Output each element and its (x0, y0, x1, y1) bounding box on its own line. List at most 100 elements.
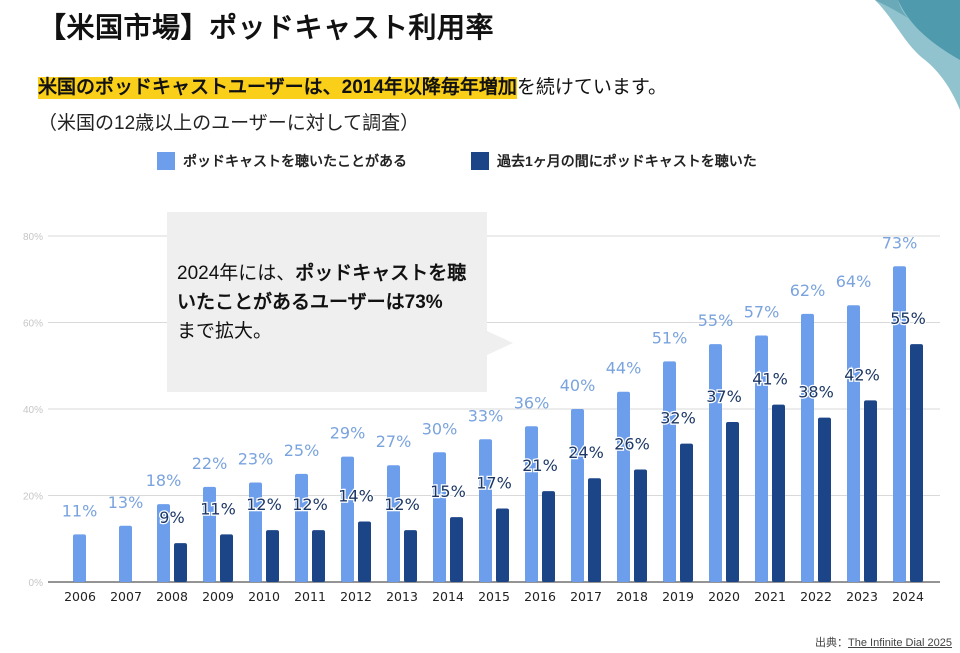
callout-text-intro: 2024年には、 (177, 263, 296, 284)
x-tick-label: 2022 (800, 589, 832, 604)
bar-ever-listened (119, 525, 132, 582)
data-label-monthly: 11% (200, 499, 236, 518)
data-label-ever-listened: 33% (468, 406, 504, 425)
bar-ever-listened (663, 361, 676, 582)
bar-ever-listened (571, 409, 584, 582)
data-label-ever-listened: 62% (790, 281, 826, 300)
legend-label: 過去1ヶ月の間にポッドキャストを聴いた (497, 153, 757, 169)
data-label-ever-listened: 22% (192, 454, 228, 473)
data-label-ever-listened: 44% (606, 359, 642, 378)
x-tick-label: 2017 (570, 589, 602, 604)
data-label-monthly: 17% (476, 473, 512, 492)
corner-decoration (875, 0, 960, 110)
data-label-ever-listened: 36% (514, 393, 550, 412)
data-label-ever-listened: 51% (652, 328, 688, 347)
data-label-monthly: 32% (660, 409, 696, 428)
x-tick-labels: 2006 2007 2008 2009 2010 2011 2012 2013 2014 2015… (64, 589, 924, 604)
data-label-monthly: 37% (706, 387, 742, 406)
x-tick-label: 2009 (202, 589, 234, 604)
data-label-ever-listened: 55% (698, 311, 734, 330)
bar-monthly (266, 530, 279, 582)
bar-ever-listened (387, 465, 400, 582)
x-tick-label: 2019 (662, 589, 694, 604)
y-tick-label: 20% (23, 492, 43, 503)
bar-monthly (312, 530, 325, 582)
y-tick-label: 40% (23, 405, 43, 416)
x-tick-label: 2012 (340, 589, 372, 604)
bar-monthly (680, 443, 693, 582)
bar-ever-listened (525, 426, 538, 582)
bar-monthly (864, 400, 877, 582)
x-tick-label: 2015 (478, 589, 510, 604)
data-label-ever-listened: 13% (108, 493, 144, 512)
bar-monthly (174, 543, 187, 582)
data-label-monthly: 38% (798, 383, 834, 402)
bar-chart: 11% 13%18% 22% 23% 25% 29% 27% 30% 33% 36% 40% 44% 5… (23, 232, 940, 604)
bar-ever-listened (73, 534, 86, 582)
decor-wave-dark (898, 0, 960, 60)
data-label-monthly: 26% (614, 435, 650, 454)
bar-ever-listened (433, 452, 446, 582)
data-label-ever-listened: 64% (836, 272, 872, 291)
bar-monthly (726, 421, 739, 582)
legend-swatch-light (157, 152, 175, 170)
y-tick-label: 80% (23, 232, 43, 243)
y-tick-labels: 0% 20% 40% 60% 80% (23, 232, 43, 589)
legend-item-ever-listened: ポッドキャストを聴いたことがある (157, 151, 407, 171)
bar-ever-listened (755, 335, 768, 582)
x-tick-label: 2013 (386, 589, 418, 604)
subtitle-note: （米国の12歳以上のユーザーに対して調査） (38, 113, 420, 134)
x-tick-label: 2020 (708, 589, 740, 604)
bar-monthly (496, 508, 509, 582)
x-tick-label: 2006 (64, 589, 96, 604)
callout-box (167, 212, 487, 392)
legend-label: ポッドキャストを聴いたことがある (183, 153, 407, 169)
callout-text-bold: ポッドキャストを聴いたことがあるユーザーは73% (177, 263, 467, 313)
x-tick-label: 2011 (294, 589, 326, 604)
bar-monthly (220, 534, 233, 582)
bar-ever-listened (617, 391, 630, 582)
bar-monthly (910, 344, 923, 582)
x-tick-label: 2024 (892, 589, 924, 604)
callout: 2024年には、ポッドキャストを聴いたことがあるユーザーは73% まで拡大。 (167, 212, 513, 392)
y-tick-label: 0% (29, 578, 44, 589)
bar-monthly (358, 521, 371, 582)
x-tick-label: 2014 (432, 589, 464, 604)
data-label-ever-listened: 73% (882, 233, 918, 252)
legend-swatch-dark (471, 152, 489, 170)
bar-monthly (588, 478, 601, 582)
bar-ever-listened (295, 473, 308, 582)
bar-ever-listened (479, 439, 492, 582)
page-title: 【米国市場】ポッドキャスト利用率 (38, 12, 495, 43)
bars (73, 266, 923, 582)
bar-ever-listened (341, 456, 354, 582)
bar-ever-listened (893, 266, 906, 582)
data-label-ever-listened: 18% (146, 471, 182, 490)
data-labels: 11% 13%18% 22% 23% 25% 29% 27% 30% 33% 36% 40% 44% 5… (62, 233, 927, 528)
data-label-ever-listened: 30% (422, 419, 458, 438)
data-label-monthly: 14% (338, 486, 374, 505)
data-label-monthly: 21% (522, 456, 558, 475)
data-label-monthly: 15% (430, 482, 466, 501)
data-label-ever-listened: 11% (62, 501, 98, 520)
source-label: 出典： (815, 637, 849, 649)
data-label-monthly: 12% (246, 495, 282, 514)
source-link[interactable]: The Infinite Dial 2025 (848, 637, 952, 649)
subtitle: 米国のポッドキャストユーザーは、2014年以降毎年増加を続けています。 (38, 72, 667, 99)
data-label-monthly: 9% (159, 508, 184, 527)
data-label-ever-listened: 25% (284, 441, 320, 460)
x-tick-label: 2023 (846, 589, 878, 604)
subtitle-highlight: 米国のポッドキャストユーザーは、2014年以降毎年増加 (38, 77, 517, 99)
data-label-monthly: 12% (292, 495, 328, 514)
data-label-monthly: 42% (844, 365, 880, 384)
data-label-ever-listened: 27% (376, 432, 412, 451)
decor-wave-edge (875, 0, 908, 18)
bar-monthly (450, 517, 463, 582)
bar-ever-listened (249, 482, 262, 582)
data-label-monthly: 55% (890, 309, 926, 328)
bar-monthly (818, 417, 831, 582)
x-tick-label: 2007 (110, 589, 142, 604)
data-label-monthly: 24% (568, 443, 604, 462)
callout-text: 2024年には、ポッドキャストを聴いたことがあるユーザーは73% まで拡大。 (177, 259, 477, 346)
x-tick-label: 2018 (616, 589, 648, 604)
